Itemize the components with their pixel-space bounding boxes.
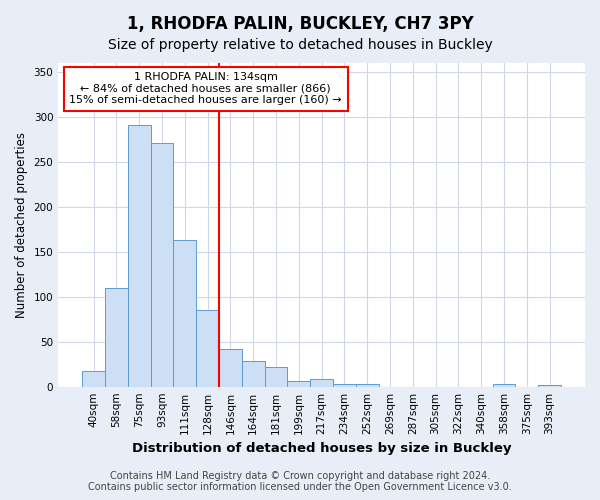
Bar xyxy=(356,384,379,386)
Bar xyxy=(493,384,515,386)
Bar xyxy=(538,385,561,386)
Bar xyxy=(128,124,151,386)
Bar xyxy=(265,367,287,386)
Text: Size of property relative to detached houses in Buckley: Size of property relative to detached ho… xyxy=(107,38,493,52)
Bar xyxy=(219,349,242,387)
Bar xyxy=(333,384,356,386)
Text: Contains HM Land Registry data © Crown copyright and database right 2024.
Contai: Contains HM Land Registry data © Crown c… xyxy=(88,471,512,492)
Y-axis label: Number of detached properties: Number of detached properties xyxy=(15,132,28,318)
Bar xyxy=(242,360,265,386)
X-axis label: Distribution of detached houses by size in Buckley: Distribution of detached houses by size … xyxy=(132,442,511,455)
Bar xyxy=(173,240,196,386)
Bar xyxy=(196,310,219,386)
Bar xyxy=(287,382,310,386)
Text: 1, RHODFA PALIN, BUCKLEY, CH7 3PY: 1, RHODFA PALIN, BUCKLEY, CH7 3PY xyxy=(127,15,473,33)
Bar xyxy=(151,142,173,386)
Bar xyxy=(82,372,105,386)
Bar xyxy=(310,380,333,386)
Bar xyxy=(105,288,128,386)
Text: 1 RHODFA PALIN: 134sqm
← 84% of detached houses are smaller (866)
15% of semi-de: 1 RHODFA PALIN: 134sqm ← 84% of detached… xyxy=(70,72,342,106)
